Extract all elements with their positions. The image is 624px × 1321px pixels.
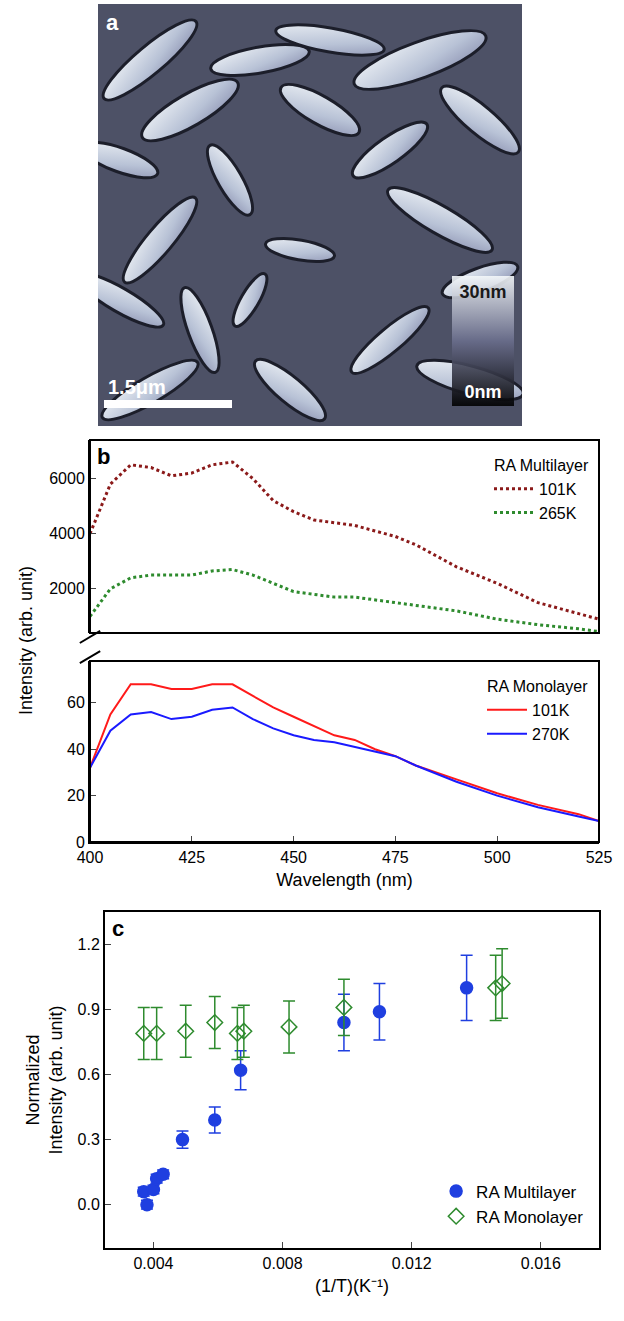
svg-text:425: 425 — [178, 849, 205, 866]
svg-text:1.2: 1.2 — [78, 936, 100, 953]
svg-text:270K: 270K — [532, 726, 570, 743]
svg-text:RA Multilayer: RA Multilayer — [476, 1183, 576, 1202]
svg-text:0.012: 0.012 — [392, 1255, 432, 1272]
svg-text:20: 20 — [67, 787, 85, 804]
svg-text:RA Monolayer: RA Monolayer — [487, 678, 588, 695]
svg-text:0.6: 0.6 — [78, 1066, 100, 1083]
svg-text:0nm: 0nm — [464, 382, 501, 402]
svg-text:400: 400 — [77, 849, 104, 866]
svg-text:0.0: 0.0 — [78, 1196, 100, 1213]
svg-text:2000: 2000 — [49, 580, 85, 597]
svg-text:30nm: 30nm — [459, 282, 506, 302]
svg-text:Intensity (arb. unit): Intensity (arb. unit) — [16, 566, 36, 715]
svg-text:0.9: 0.9 — [78, 1001, 100, 1018]
svg-text:RA Monolayer: RA Monolayer — [476, 1208, 583, 1227]
svg-text:1.5μm: 1.5μm — [108, 376, 166, 398]
svg-text:a: a — [106, 10, 119, 35]
svg-text:RA Multilayer: RA Multilayer — [494, 457, 589, 474]
svg-text:4000: 4000 — [49, 525, 85, 542]
svg-text:0.016: 0.016 — [521, 1255, 561, 1272]
svg-text:0.3: 0.3 — [78, 1131, 100, 1148]
svg-text:40: 40 — [67, 741, 85, 758]
svg-text:500: 500 — [484, 849, 511, 866]
svg-text:525: 525 — [586, 849, 613, 866]
svg-text:6000: 6000 — [49, 470, 85, 487]
svg-text:475: 475 — [382, 849, 409, 866]
svg-text:NormalizedIntensity (arb. unit: NormalizedIntensity (arb. unit) — [23, 1005, 66, 1154]
svg-text:60: 60 — [67, 694, 85, 711]
svg-text:0.008: 0.008 — [263, 1255, 303, 1272]
svg-text:101K: 101K — [532, 702, 570, 719]
svg-text:450: 450 — [280, 849, 307, 866]
svg-text:c: c — [112, 916, 124, 941]
svg-text:0.004: 0.004 — [133, 1255, 173, 1272]
svg-text:0: 0 — [76, 834, 85, 851]
svg-text:265K: 265K — [539, 505, 577, 522]
svg-text:Wavelength (nm): Wavelength (nm) — [276, 870, 412, 890]
svg-text:(1/T)(K⁻¹): (1/T)(K⁻¹) — [315, 1276, 389, 1296]
svg-text:101K: 101K — [539, 481, 577, 498]
svg-text:b: b — [97, 444, 110, 469]
